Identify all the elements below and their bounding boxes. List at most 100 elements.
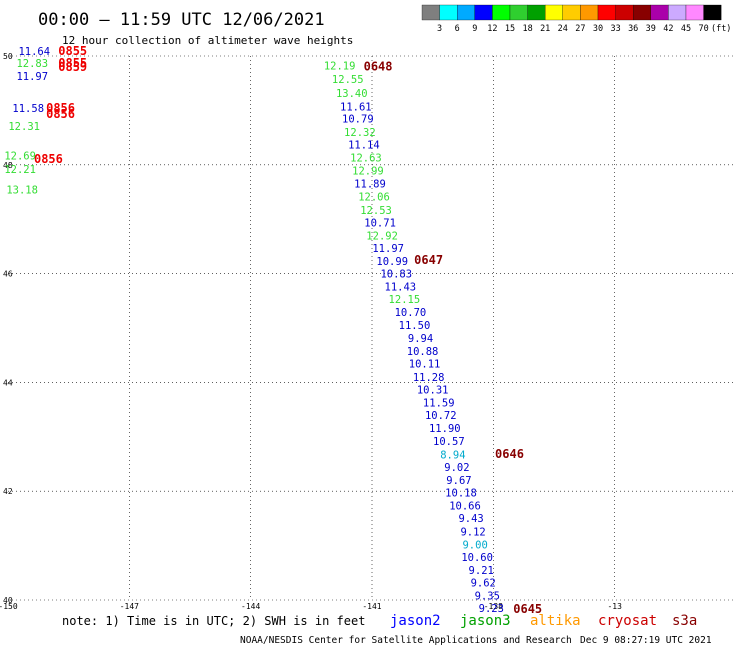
color-scale-legend: 3 6 9 12 15 18 21 24 27 30 33 36 39 42 45 70 (ft) bbox=[421, 4, 731, 34]
scale-label: 36 bbox=[628, 24, 638, 34]
scale-label: 18 bbox=[522, 24, 532, 34]
scale-label: 30 bbox=[593, 24, 603, 34]
wave-height-label: 10.70 bbox=[395, 307, 427, 319]
wave-height-label: 11.89 bbox=[354, 179, 386, 191]
pass-time-label: 0856 bbox=[46, 101, 75, 115]
pass-time-label: 0647 bbox=[414, 253, 443, 267]
y-tick-label: 44 bbox=[3, 378, 13, 387]
scale-swatch bbox=[615, 4, 634, 21]
scale-label: 6 bbox=[455, 24, 460, 34]
scale-swatch bbox=[439, 4, 458, 21]
pass-time-label: 0855 bbox=[58, 44, 87, 58]
mission-label: cryosat bbox=[598, 613, 657, 629]
wave-height-label: 10.72 bbox=[425, 410, 457, 422]
wave-height-label: 12.83 bbox=[16, 58, 48, 70]
scale-label: 27 bbox=[575, 24, 585, 34]
footer-credit: NOAA/NESDIS Center for Satellite Applica… bbox=[240, 635, 572, 646]
scale-swatch bbox=[703, 4, 722, 21]
scale-label: 45 bbox=[681, 24, 691, 34]
wave-height-label: 8.94 bbox=[440, 450, 465, 462]
wave-height-label: 12.06 bbox=[358, 192, 390, 204]
mission-label: jason2 bbox=[390, 613, 441, 629]
wave-height-label: 10.83 bbox=[380, 268, 412, 280]
wave-height-label: 9.21 bbox=[469, 565, 494, 577]
wave-height-label: 12.31 bbox=[8, 121, 40, 133]
wave-height-label: 10.66 bbox=[449, 501, 481, 513]
scale-label: 33 bbox=[610, 24, 620, 34]
wave-height-label: 11.14 bbox=[348, 139, 380, 151]
wave-height-label: 12.53 bbox=[360, 205, 392, 217]
scale-label: 39 bbox=[646, 24, 656, 34]
x-tick-label: -141 bbox=[362, 602, 381, 611]
mission-label: altika bbox=[530, 613, 581, 629]
wave-height-label: 10.11 bbox=[409, 359, 441, 371]
wave-height-label: 11.43 bbox=[385, 281, 417, 293]
wave-height-label: 10.71 bbox=[364, 217, 396, 229]
wave-height-label: 10.99 bbox=[376, 256, 408, 268]
wave-height-label: 11.28 bbox=[413, 372, 445, 384]
scale-swatch bbox=[597, 4, 616, 21]
wave-height-label: 9.43 bbox=[458, 513, 483, 525]
wave-height-label: 12.19 bbox=[324, 61, 356, 73]
footer-note: note: 1) Time is in UTC; 2) SWH is in fe… bbox=[62, 614, 365, 628]
wave-height-label: 9.67 bbox=[446, 475, 471, 487]
x-axis-ticks: -150 -147 -144 -141 -138 -13 bbox=[0, 602, 622, 611]
x-tick-label: -138 bbox=[484, 602, 503, 611]
wave-height-label: 11.59 bbox=[423, 397, 455, 409]
scale-label: 15 bbox=[505, 24, 515, 34]
scale-swatch bbox=[527, 4, 546, 21]
scale-swatch bbox=[421, 4, 440, 21]
pass-time-label: 0856 bbox=[34, 152, 63, 166]
wave-height-label: 11.97 bbox=[372, 243, 404, 255]
wave-height-label: 10.57 bbox=[433, 436, 465, 448]
wave-height-label: 10.88 bbox=[407, 346, 439, 358]
wave-height-label: 10.60 bbox=[461, 552, 493, 564]
wave-height-label: 9.62 bbox=[471, 577, 496, 589]
wave-height-label: 12.15 bbox=[389, 294, 421, 306]
wave-height-label: 13.18 bbox=[6, 185, 38, 197]
pass-time-label: 0859 bbox=[58, 60, 87, 74]
wave-height-label: 13.40 bbox=[336, 88, 368, 100]
wave-height-label: 11.50 bbox=[399, 320, 431, 332]
wave-height-label: 12.63 bbox=[350, 153, 382, 165]
wave-height-label: 11.61 bbox=[340, 101, 372, 113]
wave-height-label: 10.31 bbox=[417, 384, 449, 396]
scale-swatch bbox=[545, 4, 563, 21]
scale-swatch bbox=[509, 4, 528, 21]
wave-height-label: 12.92 bbox=[366, 230, 398, 242]
wave-height-label: 9.00 bbox=[462, 539, 487, 551]
scale-swatch bbox=[685, 4, 704, 21]
wave-height-label: 12.69 bbox=[4, 150, 36, 162]
scale-label: (ft) bbox=[711, 24, 731, 34]
chart-subtitle: 12 hour collection of altimeter wave hei… bbox=[62, 34, 353, 47]
x-tick-label: -13 bbox=[607, 602, 622, 611]
wave-height-label: 12.21 bbox=[4, 164, 36, 176]
y-tick-label: 50 bbox=[3, 52, 13, 61]
pass-time-label: 0648 bbox=[364, 60, 393, 74]
mission-label: s3a bbox=[672, 613, 697, 629]
scale-swatch bbox=[474, 4, 493, 21]
wave-height-label: 9.35 bbox=[475, 590, 500, 602]
scale-label: 70 bbox=[698, 24, 708, 34]
wave-height-label: 11.58 bbox=[12, 103, 44, 115]
x-tick-label: -144 bbox=[241, 602, 260, 611]
x-tick-label: -147 bbox=[120, 602, 139, 611]
scale-label: 24 bbox=[558, 24, 568, 34]
wave-height-label: 11.90 bbox=[429, 423, 461, 435]
pass-time-label: 0856 bbox=[46, 107, 75, 121]
wave-height-label: 12.55 bbox=[332, 74, 364, 86]
scale-swatch bbox=[562, 4, 581, 21]
scale-label: 9 bbox=[472, 24, 477, 34]
footer-timestamp: Dec 9 08:27:19 UTC 2021 bbox=[580, 635, 712, 646]
scale-label: 42 bbox=[663, 24, 673, 34]
chart-title: 00:00 – 11:59 UTC 12/06/2021 bbox=[38, 10, 325, 30]
wave-height-label: 11.64 bbox=[18, 46, 50, 58]
scale-swatch bbox=[668, 4, 687, 21]
wave-height-label: 12.32 bbox=[344, 127, 376, 139]
mission-legend: jason2 jason3 altika cryosat s3a bbox=[390, 613, 697, 629]
scale-label: 3 bbox=[437, 24, 442, 34]
x-tick-label: -150 bbox=[0, 602, 18, 611]
